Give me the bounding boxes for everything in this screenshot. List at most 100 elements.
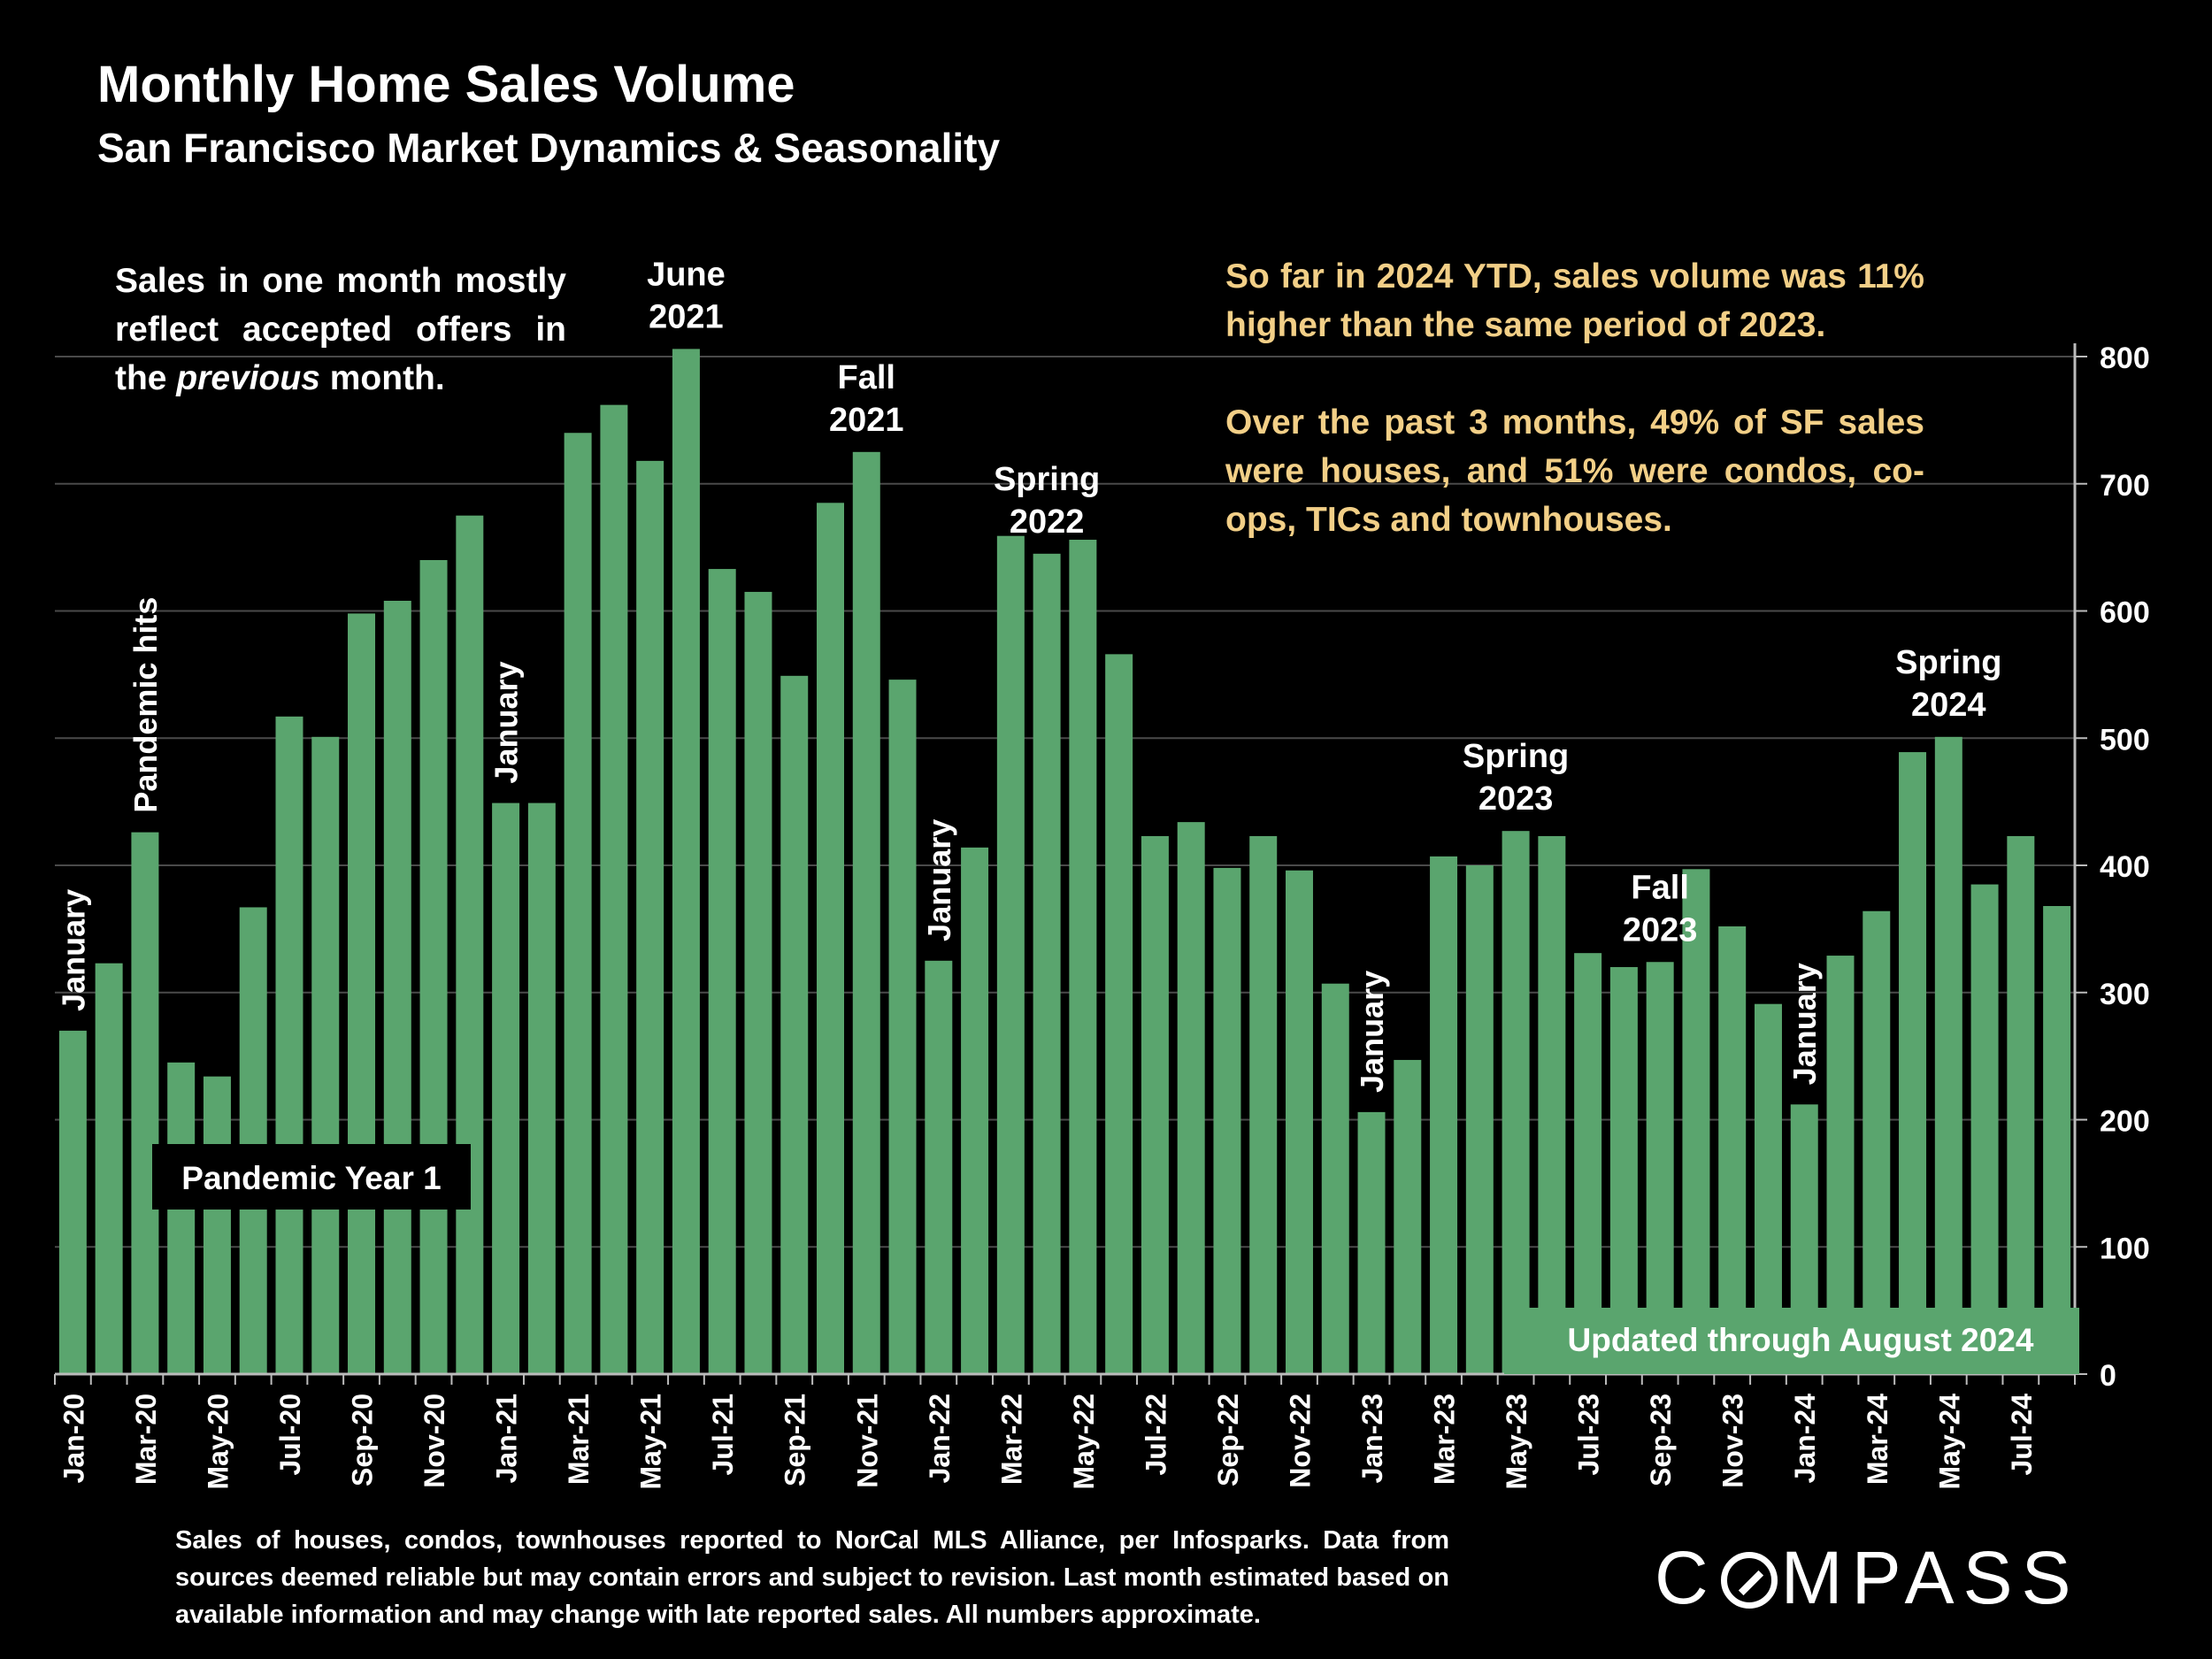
bar-Aug-20 bbox=[311, 736, 340, 1374]
annotation-label: January bbox=[1354, 971, 1390, 1093]
logo-letters: MPASS bbox=[1780, 1536, 2080, 1619]
bar-Nov-21 bbox=[852, 451, 880, 1374]
x-tick-label: Jul-23 bbox=[1573, 1394, 1605, 1475]
bar-Jun-24 bbox=[1970, 884, 1999, 1374]
x-tick-label: Jul-20 bbox=[274, 1394, 306, 1475]
bar-Jul-20 bbox=[275, 716, 303, 1374]
x-tick-label: Jan-22 bbox=[924, 1394, 956, 1483]
annotation-label: Fall 2021 bbox=[829, 359, 904, 439]
annotation-line: Spring bbox=[1895, 644, 2001, 681]
source-footnote: Sales of houses, condos, townhouses repo… bbox=[175, 1526, 1449, 1629]
bar-Feb-20 bbox=[95, 963, 123, 1374]
bar-Jun-21 bbox=[672, 349, 700, 1374]
note-left: Sales in one month mostly reflect accept… bbox=[115, 257, 566, 403]
annotation-line: 2023 bbox=[1479, 780, 1554, 818]
compass-o-icon bbox=[1720, 1552, 1778, 1609]
annotation-line: Fall bbox=[838, 359, 895, 396]
bar-Mar-22 bbox=[996, 535, 1025, 1374]
bar-Mar-21 bbox=[564, 433, 592, 1374]
annotation-label: Fall 2023 bbox=[1623, 869, 1698, 949]
compass-logo: C MPASS bbox=[1655, 1535, 2080, 1621]
bar-Aug-22 bbox=[1177, 822, 1205, 1374]
x-tick-label: May-24 bbox=[1933, 1394, 1965, 1490]
bar-Sep-21 bbox=[780, 675, 809, 1374]
y-tick-label: 200 bbox=[2100, 1105, 2150, 1139]
bar-Nov-20 bbox=[419, 560, 448, 1374]
y-tick-label: 100 bbox=[2100, 1232, 2150, 1265]
annotation-line: 2021 bbox=[829, 402, 904, 439]
updated-through-label: Updated through August 2024 bbox=[1568, 1322, 2034, 1358]
x-tick-label: Mar-22 bbox=[995, 1394, 1027, 1485]
bar-Jan-22 bbox=[925, 960, 953, 1374]
logo-letter: C bbox=[1655, 1536, 1717, 1619]
annotation-line: Fall bbox=[1631, 869, 1688, 906]
note-right-ytd: So far in 2024 YTD, sales volume was 11%… bbox=[1225, 257, 1924, 344]
bar-Jul-24 bbox=[2007, 835, 2035, 1374]
bar-Jun-22 bbox=[1105, 654, 1133, 1374]
y-tick-label: 0 bbox=[2100, 1359, 2116, 1393]
annotation-label: Spring 2024 bbox=[1895, 644, 2001, 724]
x-tick-label: Sep-23 bbox=[1645, 1394, 1677, 1486]
bar-Feb-22 bbox=[961, 847, 989, 1374]
bar-Feb-23 bbox=[1394, 1059, 1422, 1374]
x-tick-label: May-21 bbox=[635, 1394, 667, 1490]
bar-May-21 bbox=[636, 460, 664, 1374]
annotation-line: Spring bbox=[994, 461, 1100, 498]
bar-Jun-23 bbox=[1538, 835, 1566, 1374]
annotation-line: Spring bbox=[1463, 738, 1569, 775]
bar-Sep-23 bbox=[1646, 962, 1674, 1374]
bar-Dec-21 bbox=[888, 680, 917, 1374]
x-tick-label: Nov-22 bbox=[1284, 1394, 1316, 1488]
bar-Oct-21 bbox=[817, 503, 845, 1374]
x-tick-label: Mar-20 bbox=[130, 1394, 162, 1485]
note-right: So far in 2024 YTD, sales volume was 11%… bbox=[1225, 252, 1924, 593]
bars bbox=[58, 349, 2071, 1374]
annotation-label: January bbox=[55, 889, 91, 1011]
bar-Jul-22 bbox=[1141, 835, 1169, 1374]
annotation-label: January bbox=[1786, 963, 1823, 1085]
annotation-label: Pandemic hits bbox=[127, 597, 164, 813]
bar-Oct-20 bbox=[383, 601, 411, 1374]
annotation-line: June bbox=[647, 256, 726, 293]
bar-May-24 bbox=[1934, 736, 1962, 1374]
chart-subtitle: San Francisco Market Dynamics & Seasonal… bbox=[97, 125, 1001, 171]
bar-Jan-23 bbox=[1357, 1111, 1386, 1374]
pandemic-year-label: Pandemic Year 1 bbox=[181, 1160, 441, 1196]
bar-Sep-22 bbox=[1213, 867, 1241, 1374]
x-tick-label: Nov-20 bbox=[419, 1394, 450, 1488]
bar-Nov-22 bbox=[1285, 870, 1313, 1374]
x-tick-label: Jul-24 bbox=[2006, 1394, 2038, 1476]
annotation-line: 2023 bbox=[1623, 911, 1698, 949]
annotations: January Pandemic hits January June 2021 Fall 2… bbox=[55, 256, 2079, 1374]
x-tick-label: Jul-21 bbox=[707, 1394, 739, 1475]
annotation-line: 2024 bbox=[1911, 687, 1986, 724]
x-tick-label: Jan-24 bbox=[1789, 1394, 1821, 1484]
bar-Apr-24 bbox=[1899, 752, 1927, 1374]
x-tick-label: May-20 bbox=[202, 1394, 234, 1490]
annotation-line: 2021 bbox=[649, 298, 724, 335]
x-tick-label: Mar-24 bbox=[1862, 1394, 1893, 1485]
updated-through-box bbox=[1504, 1308, 2079, 1374]
annotation-label: June 2021 bbox=[647, 256, 726, 335]
annotation-label: January bbox=[921, 819, 957, 941]
bar-Mar-20 bbox=[131, 832, 159, 1374]
x-tick-label: May-23 bbox=[1501, 1394, 1532, 1490]
x-tick-label: Jan-21 bbox=[491, 1394, 523, 1483]
x-tick-label: Jul-22 bbox=[1140, 1394, 1171, 1475]
y-tick-label: 300 bbox=[2100, 978, 2150, 1011]
bar-Nov-23 bbox=[1718, 926, 1747, 1374]
bar-Aug-24 bbox=[2043, 906, 2071, 1374]
bar-Jun-20 bbox=[239, 907, 267, 1374]
annotation-label: January bbox=[488, 661, 525, 783]
annotation-label: Spring 2023 bbox=[1463, 738, 1569, 818]
y-tick-label: 700 bbox=[2100, 469, 2150, 503]
bar-Apr-22 bbox=[1033, 553, 1061, 1374]
note-left-part: month. bbox=[319, 359, 445, 397]
bar-Jul-21 bbox=[708, 569, 736, 1374]
x-tick-label: Mar-21 bbox=[563, 1394, 595, 1485]
x-tick-label: Nov-21 bbox=[851, 1394, 883, 1488]
bar-May-20 bbox=[203, 1076, 231, 1374]
chart-title: Monthly Home Sales Volume bbox=[97, 56, 795, 113]
bar-Oct-22 bbox=[1249, 835, 1278, 1374]
